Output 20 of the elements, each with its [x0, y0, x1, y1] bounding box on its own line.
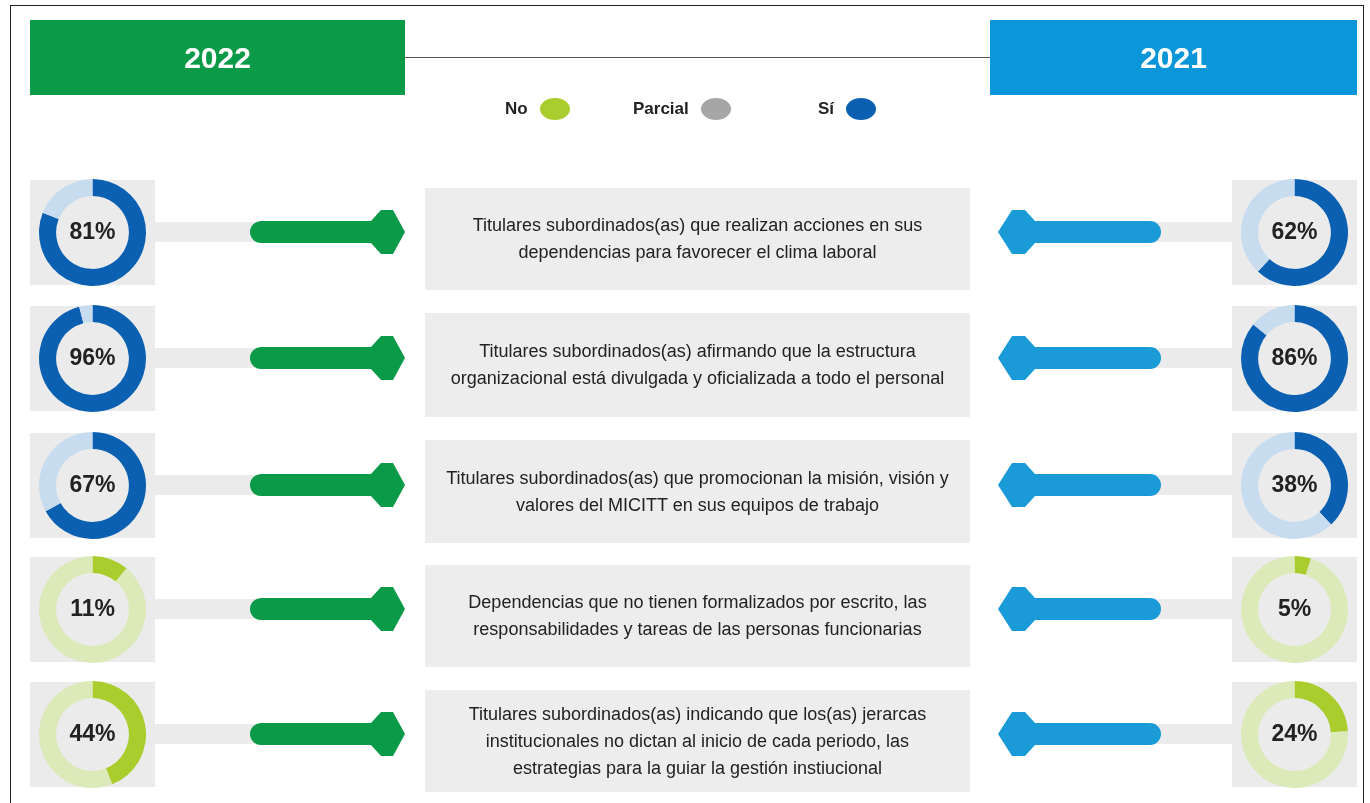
data-label: 67% — [69, 470, 116, 497]
category-label: Sí — [818, 99, 835, 119]
data-label: 24% — [1271, 719, 1318, 746]
text: 2022 — [30, 20, 405, 95]
data-label: 81% — [69, 217, 116, 244]
text: Dependencias que no tienen formalizados por escrito, las responsabilidades y tareas de las personas funcionarias — [425, 565, 970, 667]
text: 2021 — [990, 20, 1357, 95]
data-label: 62% — [1271, 217, 1318, 244]
category-label: Parcial — [633, 99, 689, 119]
data-label: 11% — [70, 594, 115, 621]
text: Titulares subordinados(as) que promocionan la misión, visión y valores del MICITT en sus equipos de trabajo — [425, 440, 970, 543]
category-label: No — [505, 99, 528, 119]
text: Titulares subordinados(as) indicando que los(as) jerarcas institucionales no dictan al inicio de cada periodo, las estrategias para la guiar la gestión instiucional — [425, 690, 970, 792]
data-label: 86% — [1271, 343, 1318, 370]
data-label: 96% — [69, 343, 116, 370]
text: Titulares subordinados(as) que realizan acciones en sus dependencias para favorecer el clima laboral — [425, 188, 970, 290]
text: Titulares subordinados(as) afirmando que la estructura organizacional está divulgada y oficializada a todo el personal — [425, 313, 970, 417]
data-label: 44% — [69, 719, 116, 746]
data-label: 38% — [1271, 470, 1318, 497]
data-label: 5% — [1277, 594, 1312, 621]
